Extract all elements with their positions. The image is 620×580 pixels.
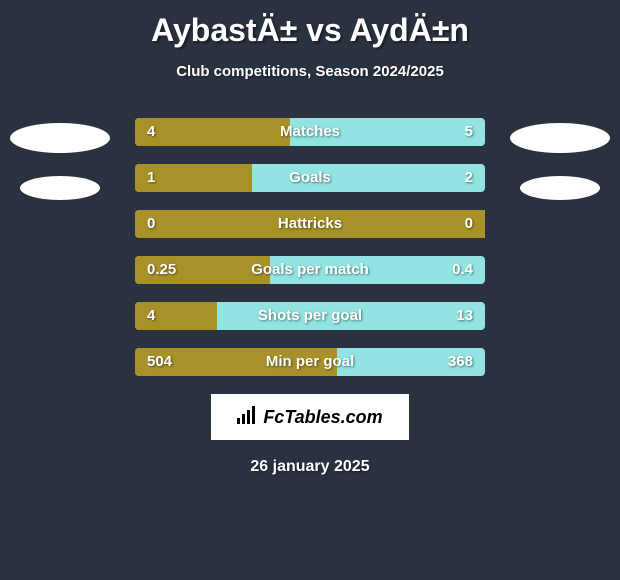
chart-icon [237, 406, 259, 429]
subtitle: Club competitions, Season 2024/2025 [0, 63, 620, 80]
date-label: 26 january 2025 [0, 458, 620, 476]
stat-row-goals-per-match: 0.25 Goals per match 0.4 [135, 256, 485, 284]
stat-label: Goals [135, 164, 485, 192]
stat-right-value: 5 [465, 118, 473, 146]
stat-row-min-per-goal: 504 Min per goal 368 [135, 348, 485, 376]
team-right-logo [510, 118, 610, 208]
branding-text: FcTables.com [263, 407, 382, 428]
stat-row-hattricks: 0 Hattricks 0 [135, 210, 485, 238]
stat-left-value: 504 [147, 348, 172, 376]
stat-left-value: 0.25 [147, 256, 176, 284]
stat-right-value: 0.4 [452, 256, 473, 284]
stat-right-value: 13 [456, 302, 473, 330]
stat-left-value: 0 [147, 210, 155, 238]
branding-box[interactable]: FcTables.com [211, 394, 409, 440]
stat-label: Goals per match [135, 256, 485, 284]
stat-row-shots-per-goal: 4 Shots per goal 13 [135, 302, 485, 330]
stats-comparison-card: AybastÄ± vs AydÄ±n Club competitions, Se… [0, 0, 620, 580]
stat-row-goals: 1 Goals 2 [135, 164, 485, 192]
stat-right-value: 368 [448, 348, 473, 376]
stat-label: Hattricks [135, 210, 485, 238]
stat-left-value: 1 [147, 164, 155, 192]
stat-right-value: 2 [465, 164, 473, 192]
stat-row-matches: 4 Matches 5 [135, 118, 485, 146]
stat-label: Matches [135, 118, 485, 146]
logo-placeholder-shape [20, 176, 100, 200]
logo-placeholder-shape [510, 123, 610, 153]
stat-label: Shots per goal [135, 302, 485, 330]
stat-label: Min per goal [135, 348, 485, 376]
stat-left-value: 4 [147, 118, 155, 146]
stat-right-value: 0 [465, 210, 473, 238]
team-left-logo [10, 118, 110, 208]
logo-placeholder-shape [10, 123, 110, 153]
page-title: AybastÄ± vs AydÄ±n [0, 0, 620, 49]
stat-left-value: 4 [147, 302, 155, 330]
logo-placeholder-shape [520, 176, 600, 200]
